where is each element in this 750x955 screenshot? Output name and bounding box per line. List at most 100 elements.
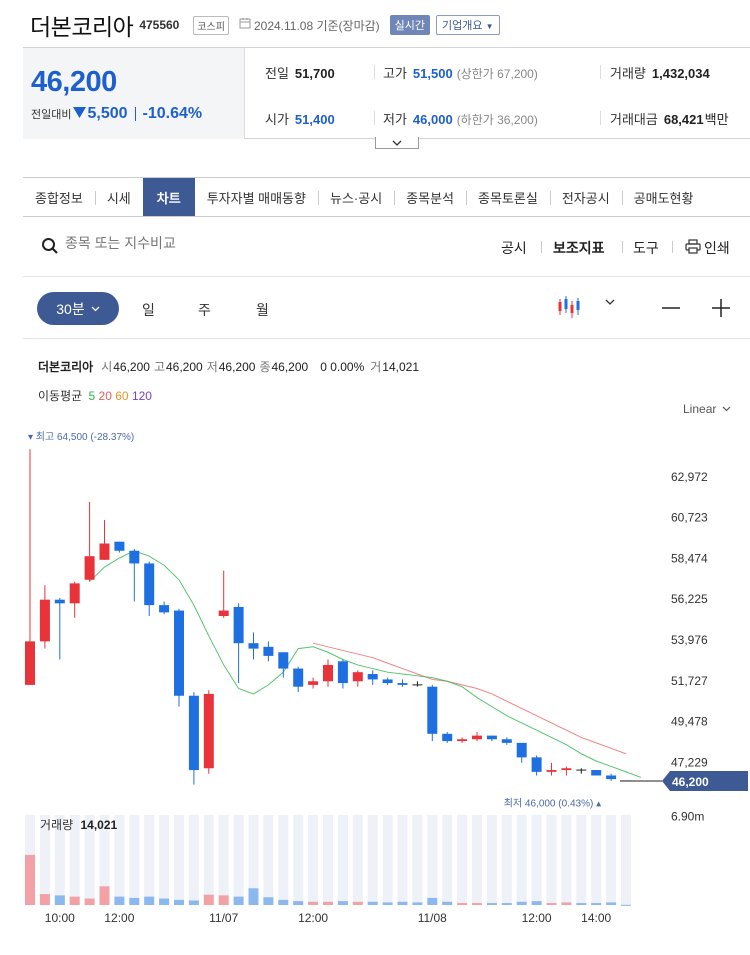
tools-button[interactable]: 도구 <box>633 240 659 256</box>
tab-1[interactable]: 시세 <box>94 178 143 216</box>
chevron-down-icon <box>392 140 402 146</box>
volume-bar <box>367 901 378 905</box>
company-overview-button[interactable]: 기업개요 ▼ <box>436 15 500 35</box>
scale-mode-label: Linear <box>683 402 717 416</box>
legend-volume-key: 거 <box>370 360 382 374</box>
tab-4[interactable]: 뉴스·공시 <box>317 178 394 216</box>
volume-bar <box>308 901 319 905</box>
candlestick-icon[interactable] <box>556 293 584 321</box>
legend-close-value: 46,200 <box>271 360 309 374</box>
market-tag: 코스피 <box>193 15 229 35</box>
volume-bar <box>263 897 274 905</box>
tab-8[interactable]: 공매도현황 <box>621 178 706 216</box>
volume-bg-stripe <box>159 815 170 905</box>
scale-mode-select[interactable]: Linear <box>683 402 731 416</box>
candle-body <box>293 668 304 687</box>
tab-7[interactable]: 전자공시 <box>549 178 622 216</box>
volume-bg-stripe <box>218 815 229 905</box>
tab-5[interactable]: 종목분석 <box>394 178 466 216</box>
volume-bg-stripe <box>84 815 95 905</box>
period-month[interactable]: 월 <box>256 302 269 318</box>
period-day[interactable]: 일 <box>142 302 155 318</box>
volume-bar <box>174 899 184 905</box>
candle-body <box>278 652 289 669</box>
x-tick-label: 10:00 <box>45 911 75 925</box>
low-price: 저가 46,000 (하한가 36,200) <box>383 109 538 128</box>
candle-body <box>367 674 378 680</box>
zoom-in-icon[interactable] <box>710 297 732 319</box>
open-value: 51,400 <box>294 112 335 127</box>
candle-body <box>263 646 274 656</box>
volume-bar <box>561 902 572 905</box>
max-price-marker: ▾ 최고 64,500 (-28.37%) <box>28 431 134 443</box>
realtime-button[interactable]: 실시간 <box>389 15 431 35</box>
print-button[interactable]: 인쇄 <box>704 240 730 256</box>
chevron-down-icon <box>91 306 100 311</box>
legend-high-key: 고 <box>153 360 165 374</box>
candle-body <box>382 679 393 684</box>
candle-body <box>546 770 557 772</box>
candle-body <box>561 768 572 771</box>
volume-bar <box>25 854 35 905</box>
volume-bg-stripe <box>174 815 184 905</box>
volume-bar <box>397 901 408 905</box>
indicators-button[interactable]: 보조지표 <box>553 240 605 256</box>
print-icon[interactable] <box>685 239 701 254</box>
low-value: 46,000 <box>412 112 453 127</box>
volume-bg-stripe <box>382 815 393 905</box>
candle-body <box>54 599 65 604</box>
down-triangle-icon <box>73 105 87 123</box>
divider <box>672 241 673 253</box>
tab-0[interactable]: 종합정보 <box>35 190 83 206</box>
volume-legend: 거래량 14,021 <box>40 816 117 833</box>
moving-average-legend[interactable]: 이동평균 5 20 60 120 <box>38 387 152 404</box>
volume-bar <box>427 897 438 905</box>
price-chart[interactable]: 62,972 60,723 58,474 56,225 53,976 51,727 49,4… <box>0 420 750 940</box>
chevron-down-icon[interactable] <box>605 299 615 306</box>
disclosure-button[interactable]: 공시 <box>501 240 527 256</box>
candle-body <box>129 550 140 564</box>
divider <box>600 111 601 125</box>
legend-open-key: 시 <box>101 360 113 374</box>
open-label: 시가 <box>265 112 289 127</box>
y-tick-label: 53,976 <box>671 633 708 647</box>
volume-bar <box>442 901 453 905</box>
amount-unit: 백만 <box>704 112 729 127</box>
volume-bg-stripe <box>367 815 378 905</box>
divider <box>600 65 601 79</box>
tab-3[interactable]: 투자자별 매매동향 <box>206 190 306 206</box>
candle-body <box>174 610 184 696</box>
legend-volume-value: 14,021 <box>382 360 419 374</box>
expand-quote-button[interactable] <box>375 137 419 149</box>
candle-body <box>159 605 170 613</box>
amount-label: 거래대금 <box>610 112 658 127</box>
x-tick-label: 12:00 <box>522 911 552 925</box>
period-week[interactable]: 주 <box>198 302 211 318</box>
tab-6[interactable]: 종목토론실 <box>466 178 550 216</box>
search-icon[interactable] <box>41 237 59 255</box>
legend-low-key: 저 <box>206 360 218 374</box>
divider <box>622 241 623 253</box>
volume-bg-stripe <box>54 815 65 905</box>
y-tick-label: 51,727 <box>671 674 708 688</box>
ma5-line <box>89 550 642 778</box>
candle-body <box>606 775 617 780</box>
volume-bar <box>576 903 587 905</box>
stock-tab-bar: 종합정보 시세 차트 투자자별 매매동향 뉴스·공시 종목분석 종목토론실 전자공시 공매도현황 <box>23 177 750 217</box>
compare-search-input[interactable] <box>65 235 265 251</box>
volume-bar <box>99 886 110 905</box>
volume-bg-stripe <box>233 815 244 905</box>
y-tick-label: 60,723 <box>671 511 708 525</box>
volume-bg-stripe <box>203 815 214 905</box>
zoom-out-icon[interactable] <box>660 297 682 319</box>
current-price-panel: 46,200 전일대비 5,500 -10.64% <box>23 48 245 139</box>
volume-bg-stripe <box>472 815 482 905</box>
period-select-30min[interactable]: 30분 <box>37 292 119 325</box>
candle-body <box>39 599 50 642</box>
tab-2[interactable]: 차트 <box>142 178 195 216</box>
candle-body <box>472 735 482 740</box>
volume-bar <box>248 888 259 905</box>
candle-body <box>114 541 125 551</box>
volume-bar <box>546 903 557 905</box>
divider <box>23 338 750 339</box>
